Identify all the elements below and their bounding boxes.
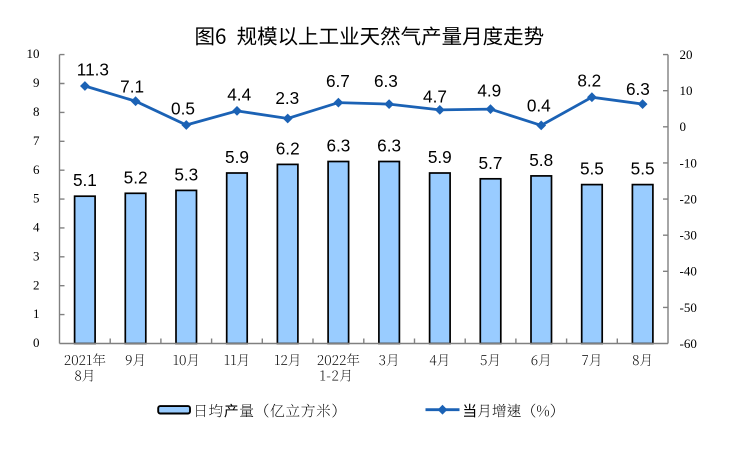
svg-text:-10: -10 xyxy=(680,155,697,170)
svg-text:7.1: 7.1 xyxy=(120,77,144,97)
svg-text:11.3: 11.3 xyxy=(77,60,109,80)
svg-text:5.5: 5.5 xyxy=(631,159,655,179)
svg-text:5.8: 5.8 xyxy=(529,150,553,170)
svg-text:-50: -50 xyxy=(680,300,697,315)
svg-text:-40: -40 xyxy=(680,264,697,279)
svg-text:2: 2 xyxy=(33,277,40,292)
svg-text:0.5: 0.5 xyxy=(171,98,195,118)
svg-text:1: 1 xyxy=(33,306,40,321)
svg-text:0: 0 xyxy=(33,335,40,350)
svg-text:5.7: 5.7 xyxy=(479,153,503,173)
svg-text:8.2: 8.2 xyxy=(577,71,601,91)
svg-text:6: 6 xyxy=(33,162,40,177)
svg-text:3: 3 xyxy=(33,248,40,263)
svg-text:4.7: 4.7 xyxy=(423,86,447,106)
svg-text:0: 0 xyxy=(680,119,687,134)
svg-text:6.7: 6.7 xyxy=(326,71,350,91)
svg-text:-20: -20 xyxy=(680,192,697,207)
svg-text:6.3: 6.3 xyxy=(326,136,350,156)
svg-text:6.3: 6.3 xyxy=(374,71,398,91)
svg-text:0.4: 0.4 xyxy=(527,96,551,116)
svg-text:10: 10 xyxy=(680,83,693,98)
svg-text:5.1: 5.1 xyxy=(73,170,97,190)
svg-text:4: 4 xyxy=(33,220,40,235)
svg-text:10: 10 xyxy=(27,46,40,61)
svg-text:8: 8 xyxy=(33,104,40,119)
svg-text:5.3: 5.3 xyxy=(174,164,198,184)
svg-text:5.5: 5.5 xyxy=(580,159,604,179)
svg-text:6.2: 6.2 xyxy=(276,138,300,158)
svg-text:2.3: 2.3 xyxy=(275,88,299,108)
svg-text:-60: -60 xyxy=(680,336,697,351)
svg-text:9: 9 xyxy=(33,75,40,90)
svg-text:5: 5 xyxy=(33,191,40,206)
svg-text:-30: -30 xyxy=(680,228,697,243)
svg-text:6.3: 6.3 xyxy=(377,136,401,156)
svg-text:4.4: 4.4 xyxy=(227,85,251,105)
svg-text:6.3: 6.3 xyxy=(626,79,650,99)
svg-text:20: 20 xyxy=(680,47,693,62)
svg-text:5.9: 5.9 xyxy=(428,147,452,167)
svg-text:5.2: 5.2 xyxy=(124,167,148,187)
svg-text:4.9: 4.9 xyxy=(477,81,501,101)
svg-text:7: 7 xyxy=(33,133,40,148)
svg-text:5.9: 5.9 xyxy=(225,147,249,167)
